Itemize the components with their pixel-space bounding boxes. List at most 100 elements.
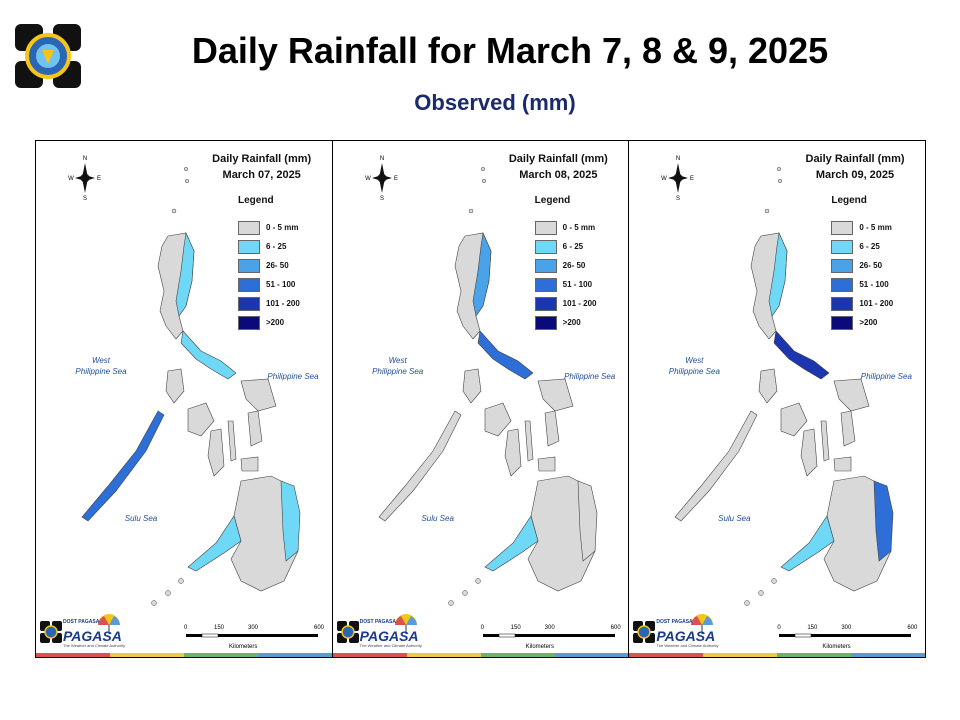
philippine-sea-label: Philippine Sea <box>267 372 319 381</box>
legend-swatch <box>534 315 557 330</box>
legend-item: 101 - 200 <box>534 294 596 313</box>
page-subtitle: Observed (mm) <box>414 90 576 115</box>
panel-title: Daily Rainfall (mm) March 07, 2025 <box>202 151 322 183</box>
pagasa-emblem-icon <box>40 621 62 643</box>
compass-e: E <box>97 176 101 182</box>
legend-label: 26- 50 <box>562 261 586 270</box>
panel-date: March 07, 2025 <box>222 169 301 181</box>
compass-w: W <box>68 176 74 182</box>
compass-s: S <box>676 196 680 201</box>
legend-swatch <box>831 239 854 254</box>
legend-label: >200 <box>266 318 285 327</box>
color-stripe <box>629 653 926 657</box>
pagasa-emblem-icon <box>633 621 656 643</box>
west-philippine-sea-label: West Philippine Sea <box>668 356 720 376</box>
region-bicol <box>180 330 237 380</box>
legend-swatch <box>238 220 260 235</box>
legend-label: 101 - 200 <box>266 299 300 308</box>
legend-label: 0 - 5 mm <box>859 223 892 232</box>
legend-item: 6 - 25 <box>238 237 300 256</box>
legend-label: 101 - 200 <box>859 299 894 308</box>
agency-tagline: The Weather and Climate Authority <box>359 643 422 648</box>
legend-swatch <box>831 315 854 330</box>
legend-item: 6 - 25 <box>831 237 893 256</box>
scale-tick: 300 <box>248 625 259 631</box>
compass-s: S <box>380 196 384 201</box>
umbrella-icon <box>98 614 120 634</box>
region-cebu <box>524 420 533 462</box>
compass-n: N <box>676 156 680 162</box>
region-palawan <box>674 410 758 522</box>
agency-name: PAGASA <box>359 628 419 644</box>
map-panel: Daily Rainfall (mm) March 07, 2025 N W E… <box>36 141 333 657</box>
scale-tick: 600 <box>314 625 325 631</box>
legend-item: 51 - 100 <box>831 275 893 294</box>
region-samar <box>240 378 277 412</box>
legend-swatch <box>831 220 854 235</box>
map-panels: Daily Rainfall (mm) March 07, 2025 N W E… <box>35 140 926 658</box>
region-panay <box>484 402 512 437</box>
scale-tick: 300 <box>841 625 852 631</box>
legend-swatch <box>238 239 260 254</box>
west-philippine-sea-label: West Philippine Sea <box>372 356 424 376</box>
region-samar <box>833 378 870 412</box>
legend-swatch <box>831 296 854 311</box>
legend-item: 51 - 100 <box>238 275 300 294</box>
region-bicol <box>774 330 830 380</box>
agency-small-text: DOST PAGASA <box>359 619 396 625</box>
sulu-sea-label: Sulu Sea <box>421 514 454 523</box>
compass-n: N <box>380 156 384 162</box>
legend-label: 6 - 25 <box>266 242 287 251</box>
scale-tick: 300 <box>544 625 555 631</box>
philippines-map <box>378 166 597 606</box>
compass-s: S <box>83 196 87 201</box>
panel-date: March 08, 2025 <box>519 169 598 181</box>
agency-name: PAGASA <box>63 628 122 644</box>
legend-title: Legend <box>534 195 571 206</box>
pagasa-logo: DOST PAGASA PAGASA The Weather and Clima… <box>40 613 125 649</box>
scale-tick: 600 <box>610 625 621 631</box>
compass-n: N <box>83 156 87 162</box>
panel-title: Daily Rainfall (mm) March 09, 2025 <box>795 151 915 183</box>
legend-swatch <box>534 296 557 311</box>
panel-title: Daily Rainfall (mm) March 08, 2025 <box>498 151 618 183</box>
region-leyte <box>247 410 263 447</box>
legend-swatch <box>534 220 557 235</box>
color-stripe <box>36 653 332 657</box>
legend: 0 - 5 mm 6 - 25 26- 50 51 - 100 101 - 20… <box>534 218 597 332</box>
compass-e: E <box>690 176 694 182</box>
scale-tick: 600 <box>907 625 918 631</box>
scale-bar: 0 150 300 600 Kilometers <box>184 625 324 655</box>
philippine-sea-label: Philippine Sea <box>860 372 912 381</box>
legend-swatch <box>534 239 557 254</box>
legend-item: >200 <box>831 313 893 332</box>
region-luzon-east <box>769 231 788 317</box>
page-title: Daily Rainfall for March 7, 8 & 9, 2025 <box>191 30 829 71</box>
legend-item: 26- 50 <box>831 256 893 275</box>
region-bicol <box>477 330 534 380</box>
panel-title-line1: Daily Rainfall (mm) <box>212 153 312 165</box>
legend-label: 51 - 100 <box>859 280 889 289</box>
north-arrow-icon: N W E S <box>662 156 695 201</box>
legend-label: 0 - 5 mm <box>562 223 596 232</box>
legend: 0 - 5 mm 6 - 25 26- 50 51 - 100 101 - 20… <box>831 218 893 332</box>
region-samar <box>537 378 574 412</box>
panel-title-line1: Daily Rainfall (mm) <box>805 153 905 165</box>
region-leyte <box>841 410 856 447</box>
region-leyte <box>544 410 559 447</box>
agency-small-text: DOST PAGASA <box>656 619 693 625</box>
region-negros <box>207 428 225 477</box>
legend-title: Legend <box>238 195 274 206</box>
legend-item: 0 - 5 mm <box>238 218 300 237</box>
legend-swatch <box>534 258 557 273</box>
agency-name: PAGASA <box>656 628 716 644</box>
philippines-map <box>674 166 894 606</box>
region-palawan <box>81 410 165 522</box>
legend-item: 0 - 5 mm <box>831 218 893 237</box>
legend-item: 26- 50 <box>534 256 597 275</box>
scale-bar: 0 150 300 600 Kilometers <box>777 625 917 655</box>
region-bohol <box>537 456 555 472</box>
region-bohol <box>240 456 259 472</box>
legend-item: 26- 50 <box>238 256 300 275</box>
legend-swatch <box>831 277 854 292</box>
